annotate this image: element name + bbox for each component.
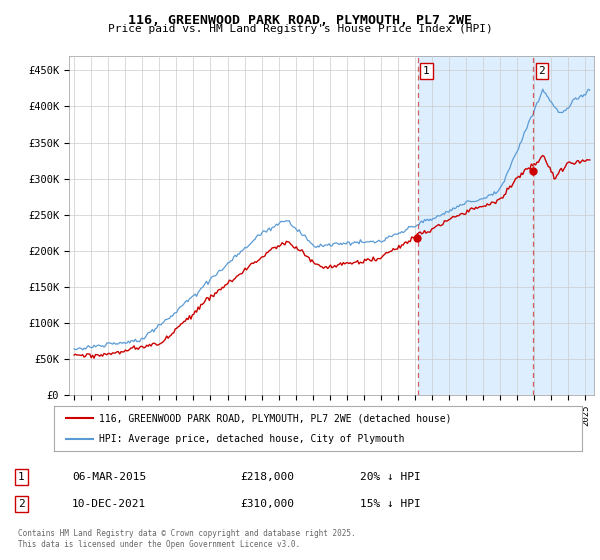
Text: £218,000: £218,000 <box>240 472 294 482</box>
Text: 10-DEC-2021: 10-DEC-2021 <box>72 499 146 509</box>
Bar <box>533 56 594 395</box>
Bar <box>418 56 533 395</box>
Text: 15% ↓ HPI: 15% ↓ HPI <box>360 499 421 509</box>
Text: 116, GREENWOOD PARK ROAD, PLYMOUTH, PL7 2WE (detached house): 116, GREENWOOD PARK ROAD, PLYMOUTH, PL7 … <box>99 413 451 423</box>
Text: HPI: Average price, detached house, City of Plymouth: HPI: Average price, detached house, City… <box>99 433 404 444</box>
Text: 116, GREENWOOD PARK ROAD, PLYMOUTH, PL7 2WE: 116, GREENWOOD PARK ROAD, PLYMOUTH, PL7 … <box>128 14 472 27</box>
Text: 20% ↓ HPI: 20% ↓ HPI <box>360 472 421 482</box>
Text: Contains HM Land Registry data © Crown copyright and database right 2025.
This d: Contains HM Land Registry data © Crown c… <box>18 529 356 549</box>
Text: Price paid vs. HM Land Registry's House Price Index (HPI): Price paid vs. HM Land Registry's House … <box>107 24 493 34</box>
Text: £310,000: £310,000 <box>240 499 294 509</box>
Text: 1: 1 <box>18 472 25 482</box>
Text: 2: 2 <box>18 499 25 509</box>
Text: 1: 1 <box>423 66 430 76</box>
Text: 2: 2 <box>538 66 545 76</box>
Text: 06-MAR-2015: 06-MAR-2015 <box>72 472 146 482</box>
